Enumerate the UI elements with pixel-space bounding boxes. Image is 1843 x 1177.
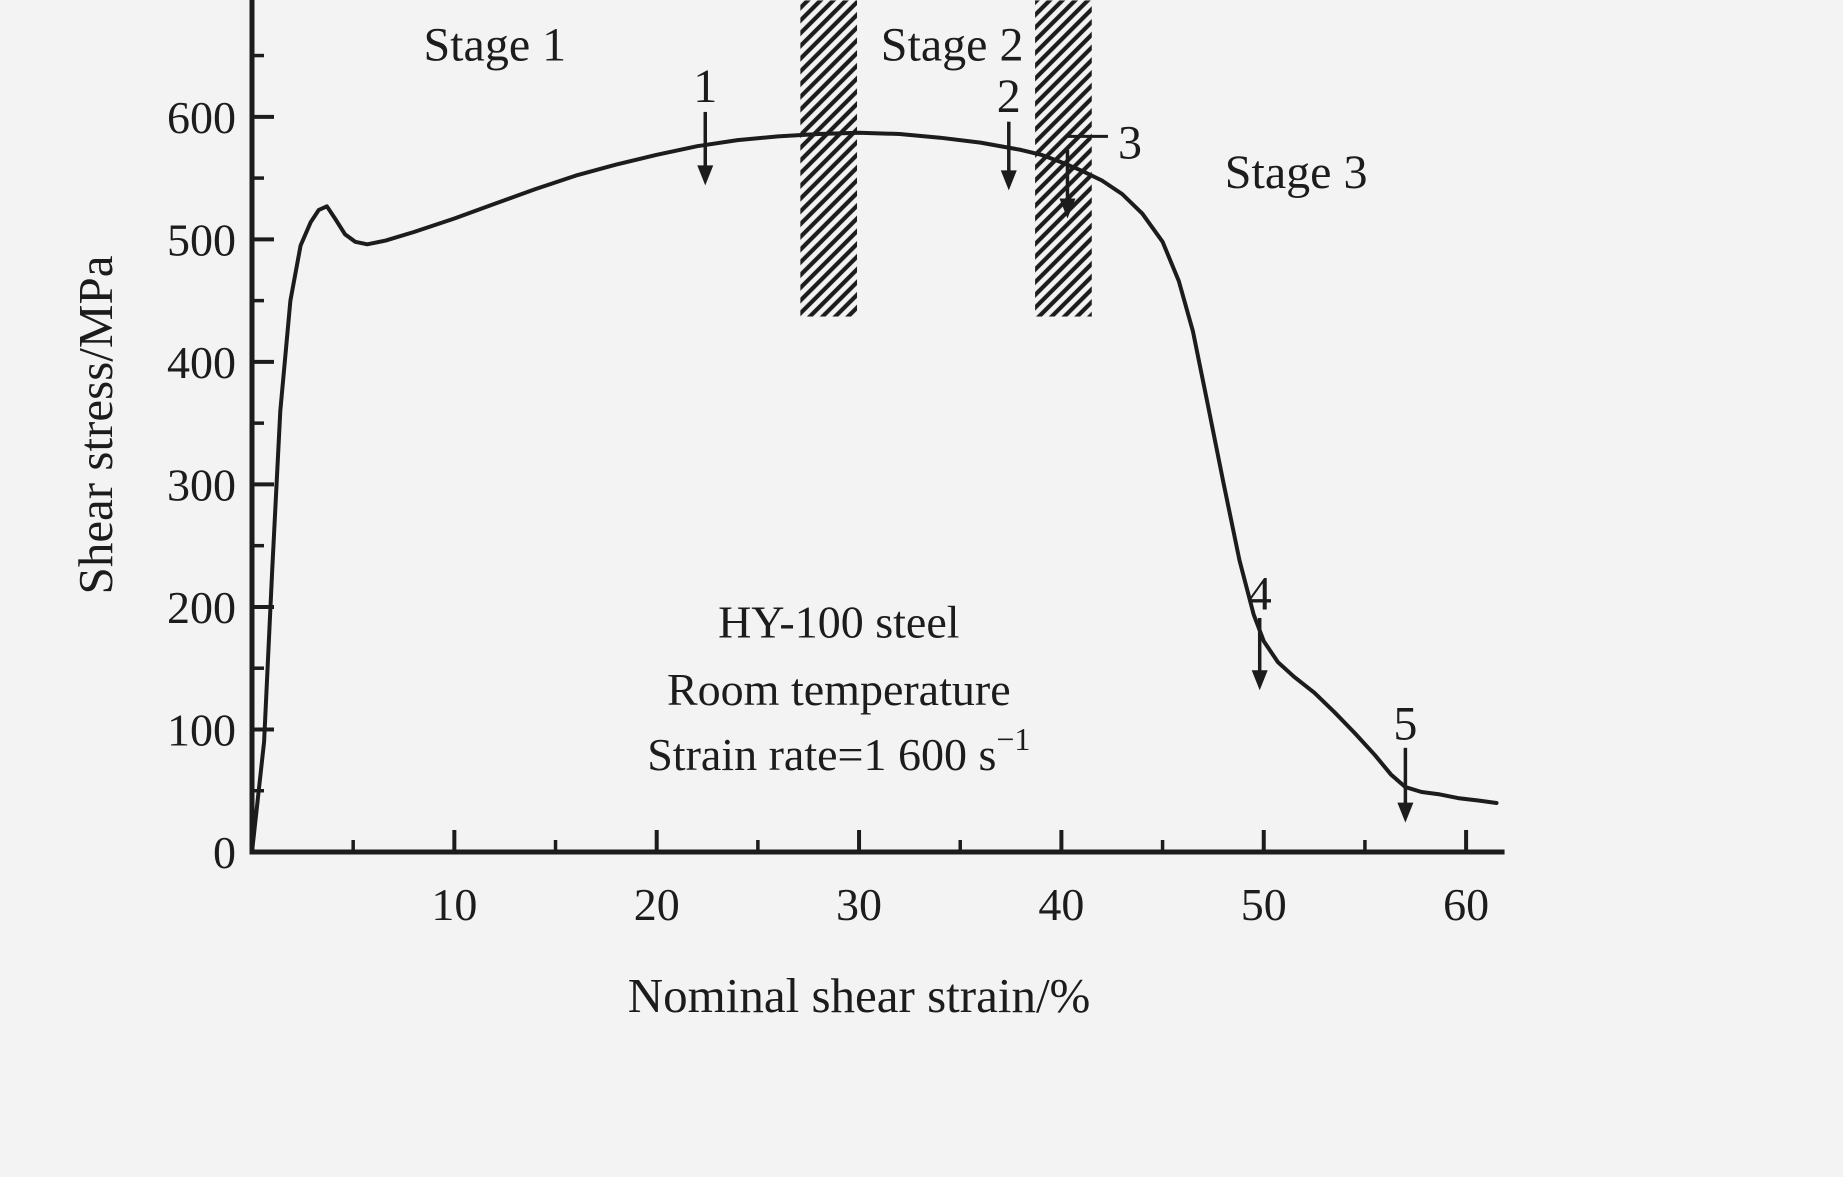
stress-strain-curve: [250, 130, 1499, 854]
hatched-band-1: [800, 0, 858, 317]
annotation-line: Strain rate=1 600 s−1: [647, 721, 1030, 780]
x-tick-label: 40: [1038, 879, 1084, 930]
x-tick-label: 50: [1241, 879, 1287, 930]
marker-number-label: 5: [1393, 697, 1417, 750]
marker-arrow-5: 5: [1393, 697, 1417, 823]
x-tick-label: 30: [836, 879, 882, 930]
x-tick-group: 10 20 30 40 50 60: [351, 830, 1489, 930]
marker-arrow-1: 1: [693, 60, 717, 186]
marker-arrow-4: 4: [1248, 567, 1272, 691]
stage-label-2: Stage 2: [881, 18, 1024, 71]
y-tick-label: 200: [167, 582, 236, 633]
y-tick-label: 600: [167, 92, 236, 143]
marker-arrow-3: 3: [1059, 116, 1142, 219]
y-tick-label: 100: [167, 704, 236, 755]
y-axis-title: Shear stress/MPa: [68, 255, 123, 594]
arrow-head: [1059, 198, 1076, 219]
y-tick-label: 0: [213, 827, 236, 878]
y-tick-label: 500: [167, 214, 236, 265]
annotation-line: Room temperature: [667, 664, 1011, 715]
y-tick-label: 400: [167, 337, 236, 388]
stage-label-1: Stage 1: [423, 18, 566, 71]
x-axis-title: Nominal shear strain/%: [628, 968, 1091, 1023]
x-tick-label: 10: [431, 879, 477, 930]
marker-number-label: 4: [1248, 567, 1272, 620]
arrow-head: [1000, 170, 1017, 191]
marker-arrow-2: 2: [997, 70, 1021, 191]
annotation-superscript: −1: [996, 721, 1030, 757]
marker-number-label: 2: [997, 70, 1021, 123]
y-tick-label: 300: [167, 459, 236, 510]
annotation-line: HY-100 steel: [718, 597, 959, 648]
x-tick-label: 60: [1443, 879, 1489, 930]
stage-label-3: Stage 3: [1225, 146, 1368, 199]
x-tick-label: 20: [634, 879, 680, 930]
marker-number-label: 3: [1118, 116, 1142, 169]
arrow-head: [697, 165, 714, 186]
marker-number-label: 1: [693, 60, 717, 113]
hatched-band-2: [1035, 0, 1092, 317]
arrow-head: [1251, 670, 1268, 691]
y-tick-group: 0 100 200 300 400 500 600: [167, 53, 274, 878]
arrow-head: [1397, 802, 1414, 823]
annotation-block: HY-100 steel Room temperature Strain rate=…: [647, 597, 1030, 780]
